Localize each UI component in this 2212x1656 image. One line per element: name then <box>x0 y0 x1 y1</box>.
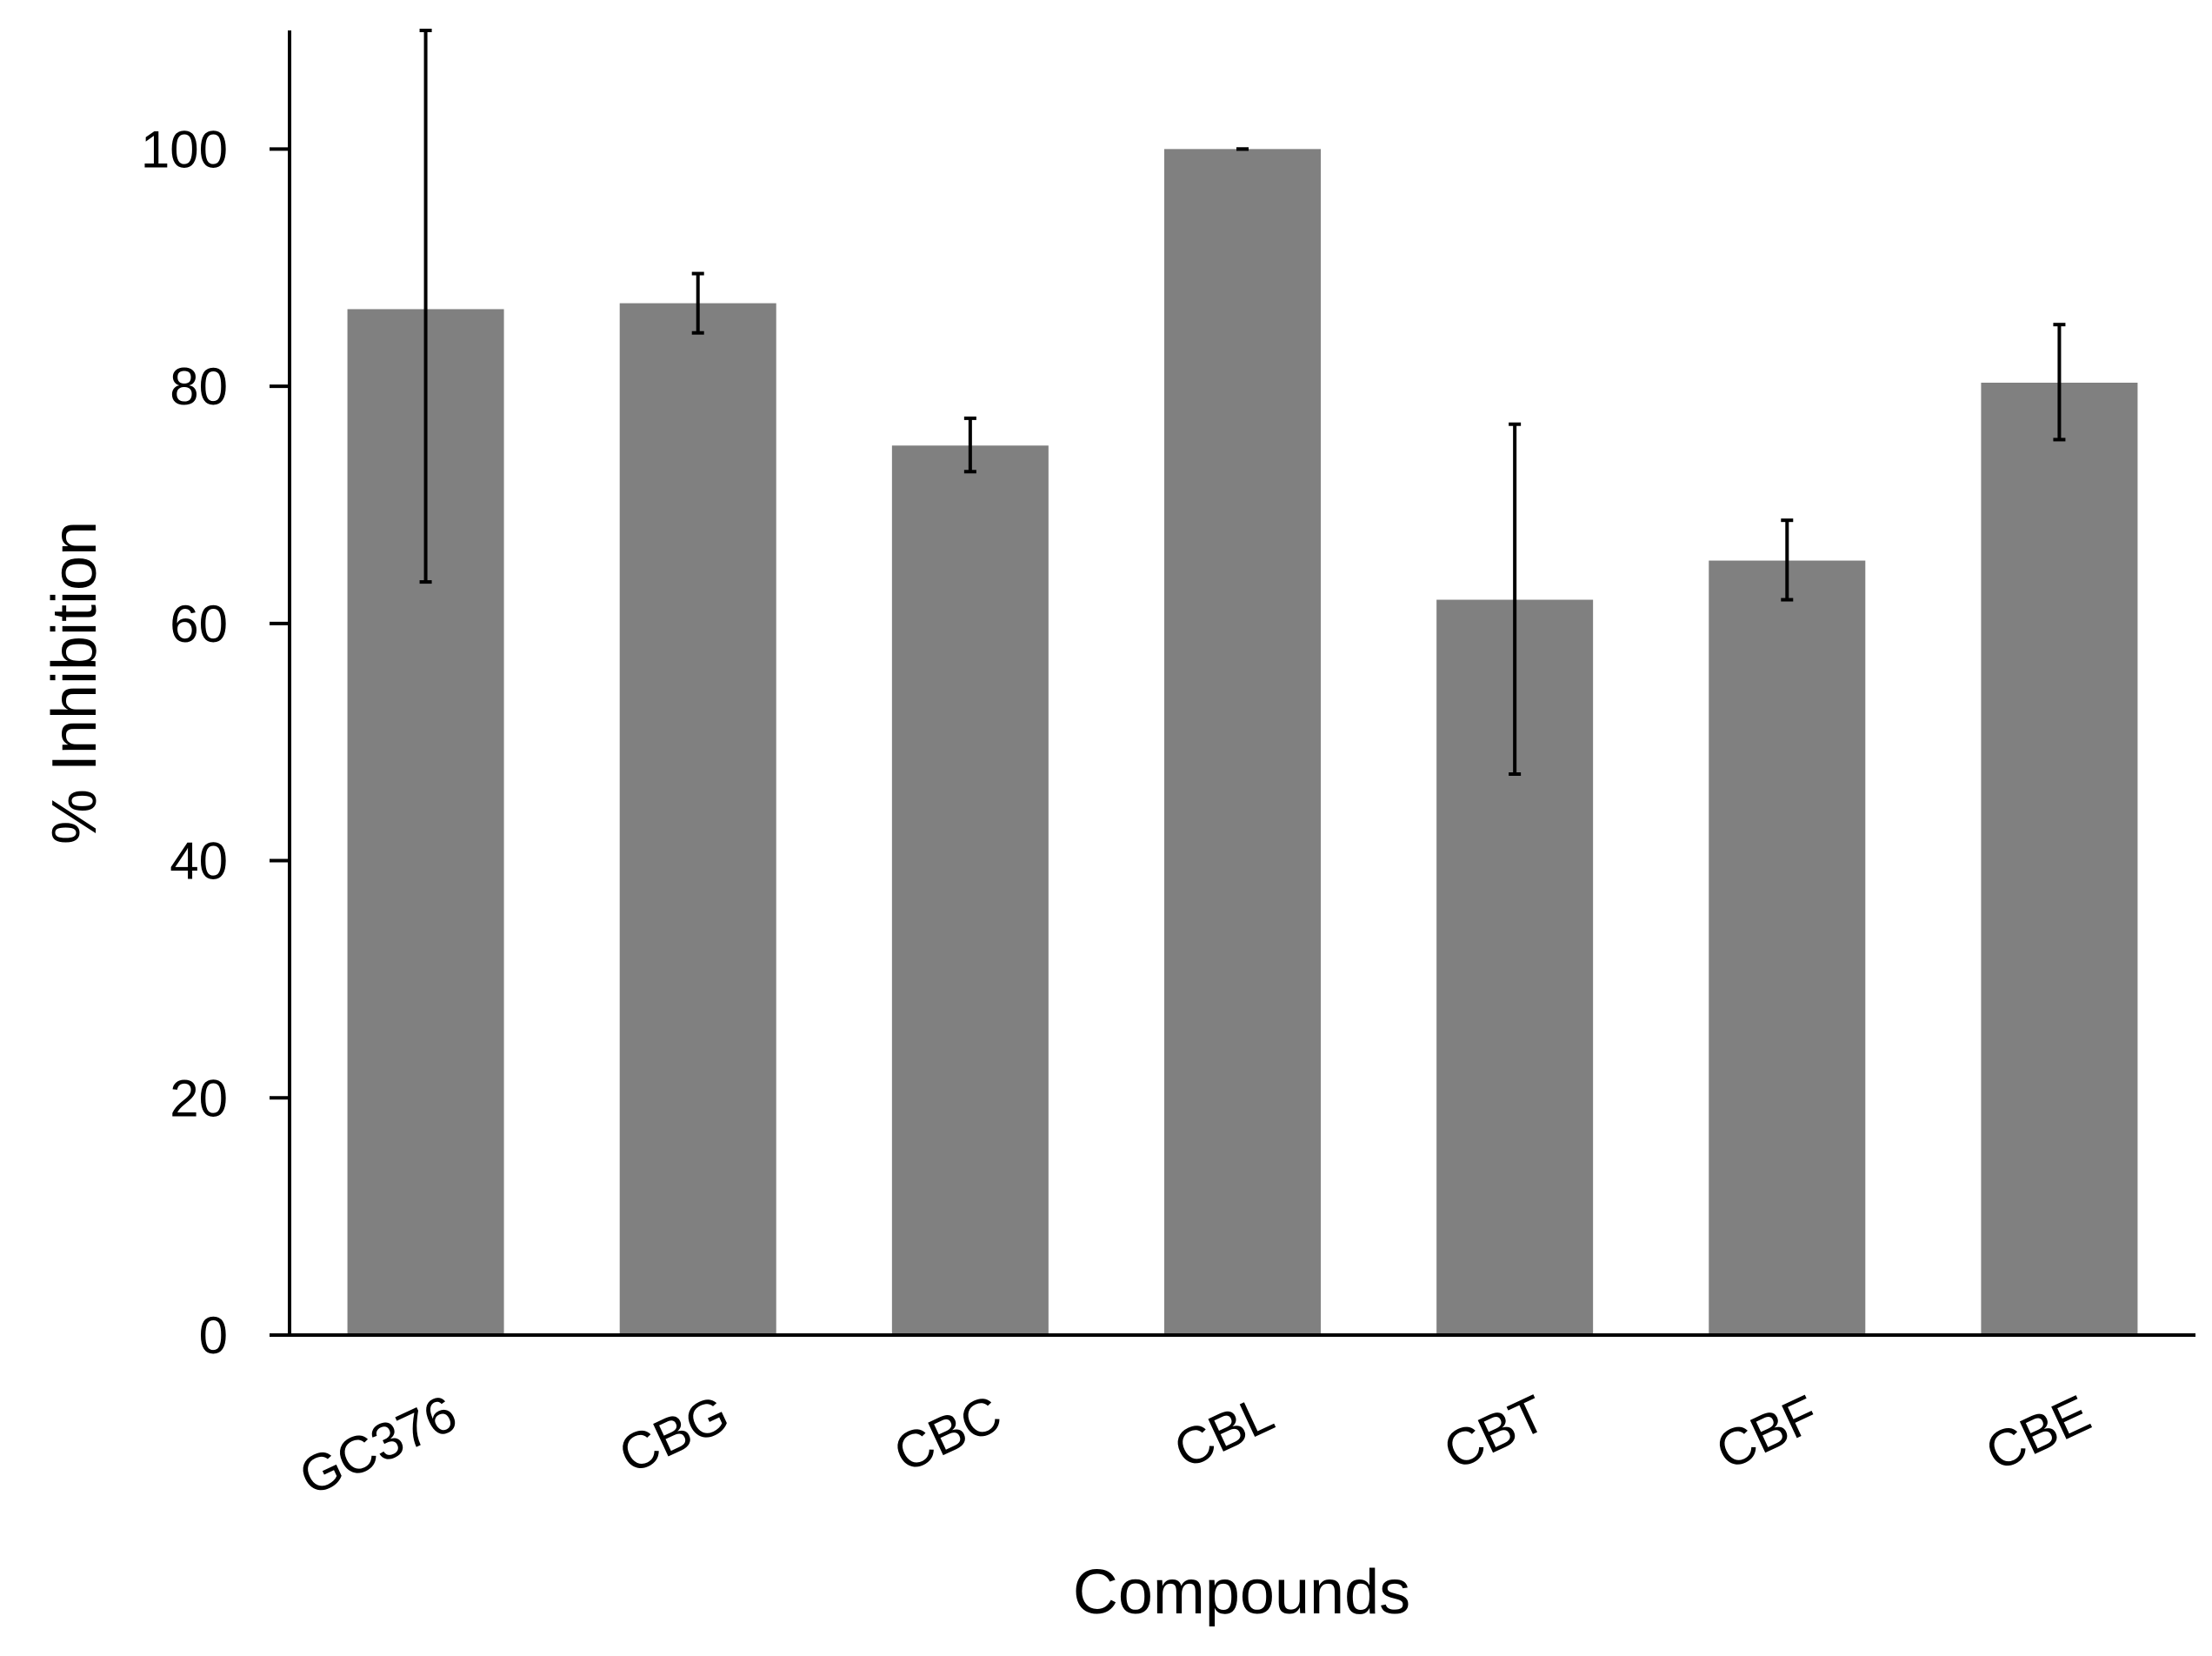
x-axis-title: Compounds <box>1073 1558 1410 1627</box>
x-tick-label-cbf: CBF <box>1708 1384 1827 1480</box>
error-bar-cbt <box>1509 422 1522 776</box>
bar-cbe <box>1981 383 2138 1335</box>
error-bar-cbf <box>1781 518 1794 602</box>
bar-cbl <box>1164 149 1321 1335</box>
x-tick-label-cbe: CBE <box>1977 1384 2099 1482</box>
x-categories-layer: GC376 CBG CBC CBL CBT CBF CBE <box>290 1384 2098 1506</box>
bar-cbg <box>619 303 776 1335</box>
bars-layer <box>347 149 2138 1335</box>
y-tick-label: 60 <box>170 595 228 653</box>
y-tick-label: 20 <box>170 1069 228 1127</box>
x-tick-label-cbg: CBG <box>610 1384 737 1485</box>
y-ticks-layer: 0 20 40 60 80 100 <box>141 120 290 1365</box>
y-tick-label: 0 <box>199 1306 228 1365</box>
bar-cbc <box>891 445 1049 1335</box>
error-bars-layer <box>419 29 2066 776</box>
x-tick-label-cbt: CBT <box>1436 1384 1555 1480</box>
error-bar-cbe <box>2053 323 2066 442</box>
y-tick-label: 40 <box>170 832 228 891</box>
y-tick-label: 80 <box>170 357 228 416</box>
bar-cbf <box>1709 560 1866 1335</box>
axes-layer <box>270 30 2195 1337</box>
x-tick-label-cbc: CBC <box>885 1384 1009 1483</box>
x-tick-label-cbl: CBL <box>1165 1384 1282 1479</box>
x-tick-label-gc376: GC376 <box>290 1384 465 1506</box>
y-tick-label: 100 <box>141 120 228 178</box>
error-bar-cbg <box>691 271 704 335</box>
error-bar-gc376 <box>419 29 432 584</box>
error-bar-cbc <box>963 416 976 474</box>
y-axis-title: % Inhibition <box>40 521 110 845</box>
